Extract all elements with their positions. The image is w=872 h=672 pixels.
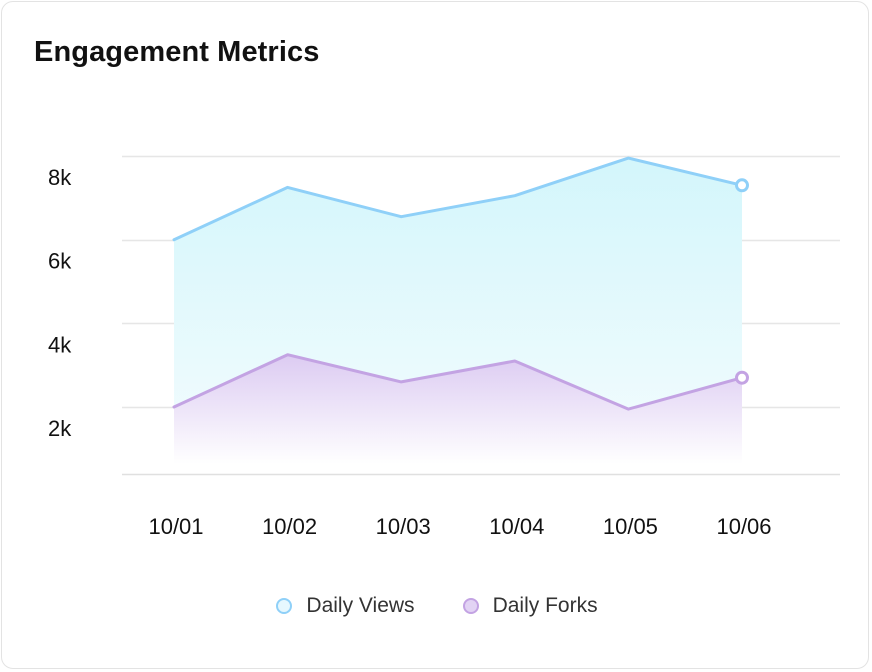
chart-title: Engagement Metrics [34,36,320,68]
x-tick-label: 10/03 [376,514,431,539]
series-endpoint-1 [735,370,749,385]
legend-dot-icon [462,598,479,614]
series-endpoint-0 [735,178,749,193]
x-tick-label: 10/02 [262,514,317,539]
series-line-0 [172,156,744,242]
x-axis-ticks: 10/01 10/02 10/03 10/04 10/05 10/06 [148,514,771,539]
y-tick-label: 4k [48,332,72,357]
x-tick-label: 10/05 [603,514,658,539]
series-areas [172,156,749,464]
legend-item-daily-forks[interactable]: Daily Forks [462,594,598,618]
series-line-1 [172,353,744,411]
x-tick-label: 10/04 [489,514,544,539]
legend-label: Daily Views [306,594,415,617]
x-tick-label: 10/01 [148,514,203,539]
chart-legend: Daily Views Daily Forks [2,594,872,618]
y-tick-label: 6k [48,249,72,274]
y-tick-label: 8k [48,165,72,190]
x-tick-label: 10/06 [716,514,771,539]
legend-dot-icon [276,598,293,614]
engagement-chart: 2k 4k 6k 8k 10/01 10/02 10/03 10/04 10/05 10/06 [48,155,840,539]
legend-item-daily-views[interactable]: Daily Views [276,594,415,618]
y-axis-ticks: 2k 4k 6k 8k [48,165,72,441]
legend-label: Daily Forks [492,594,598,617]
y-tick-label: 2k [48,416,72,441]
series-area-1 [174,354,742,464]
